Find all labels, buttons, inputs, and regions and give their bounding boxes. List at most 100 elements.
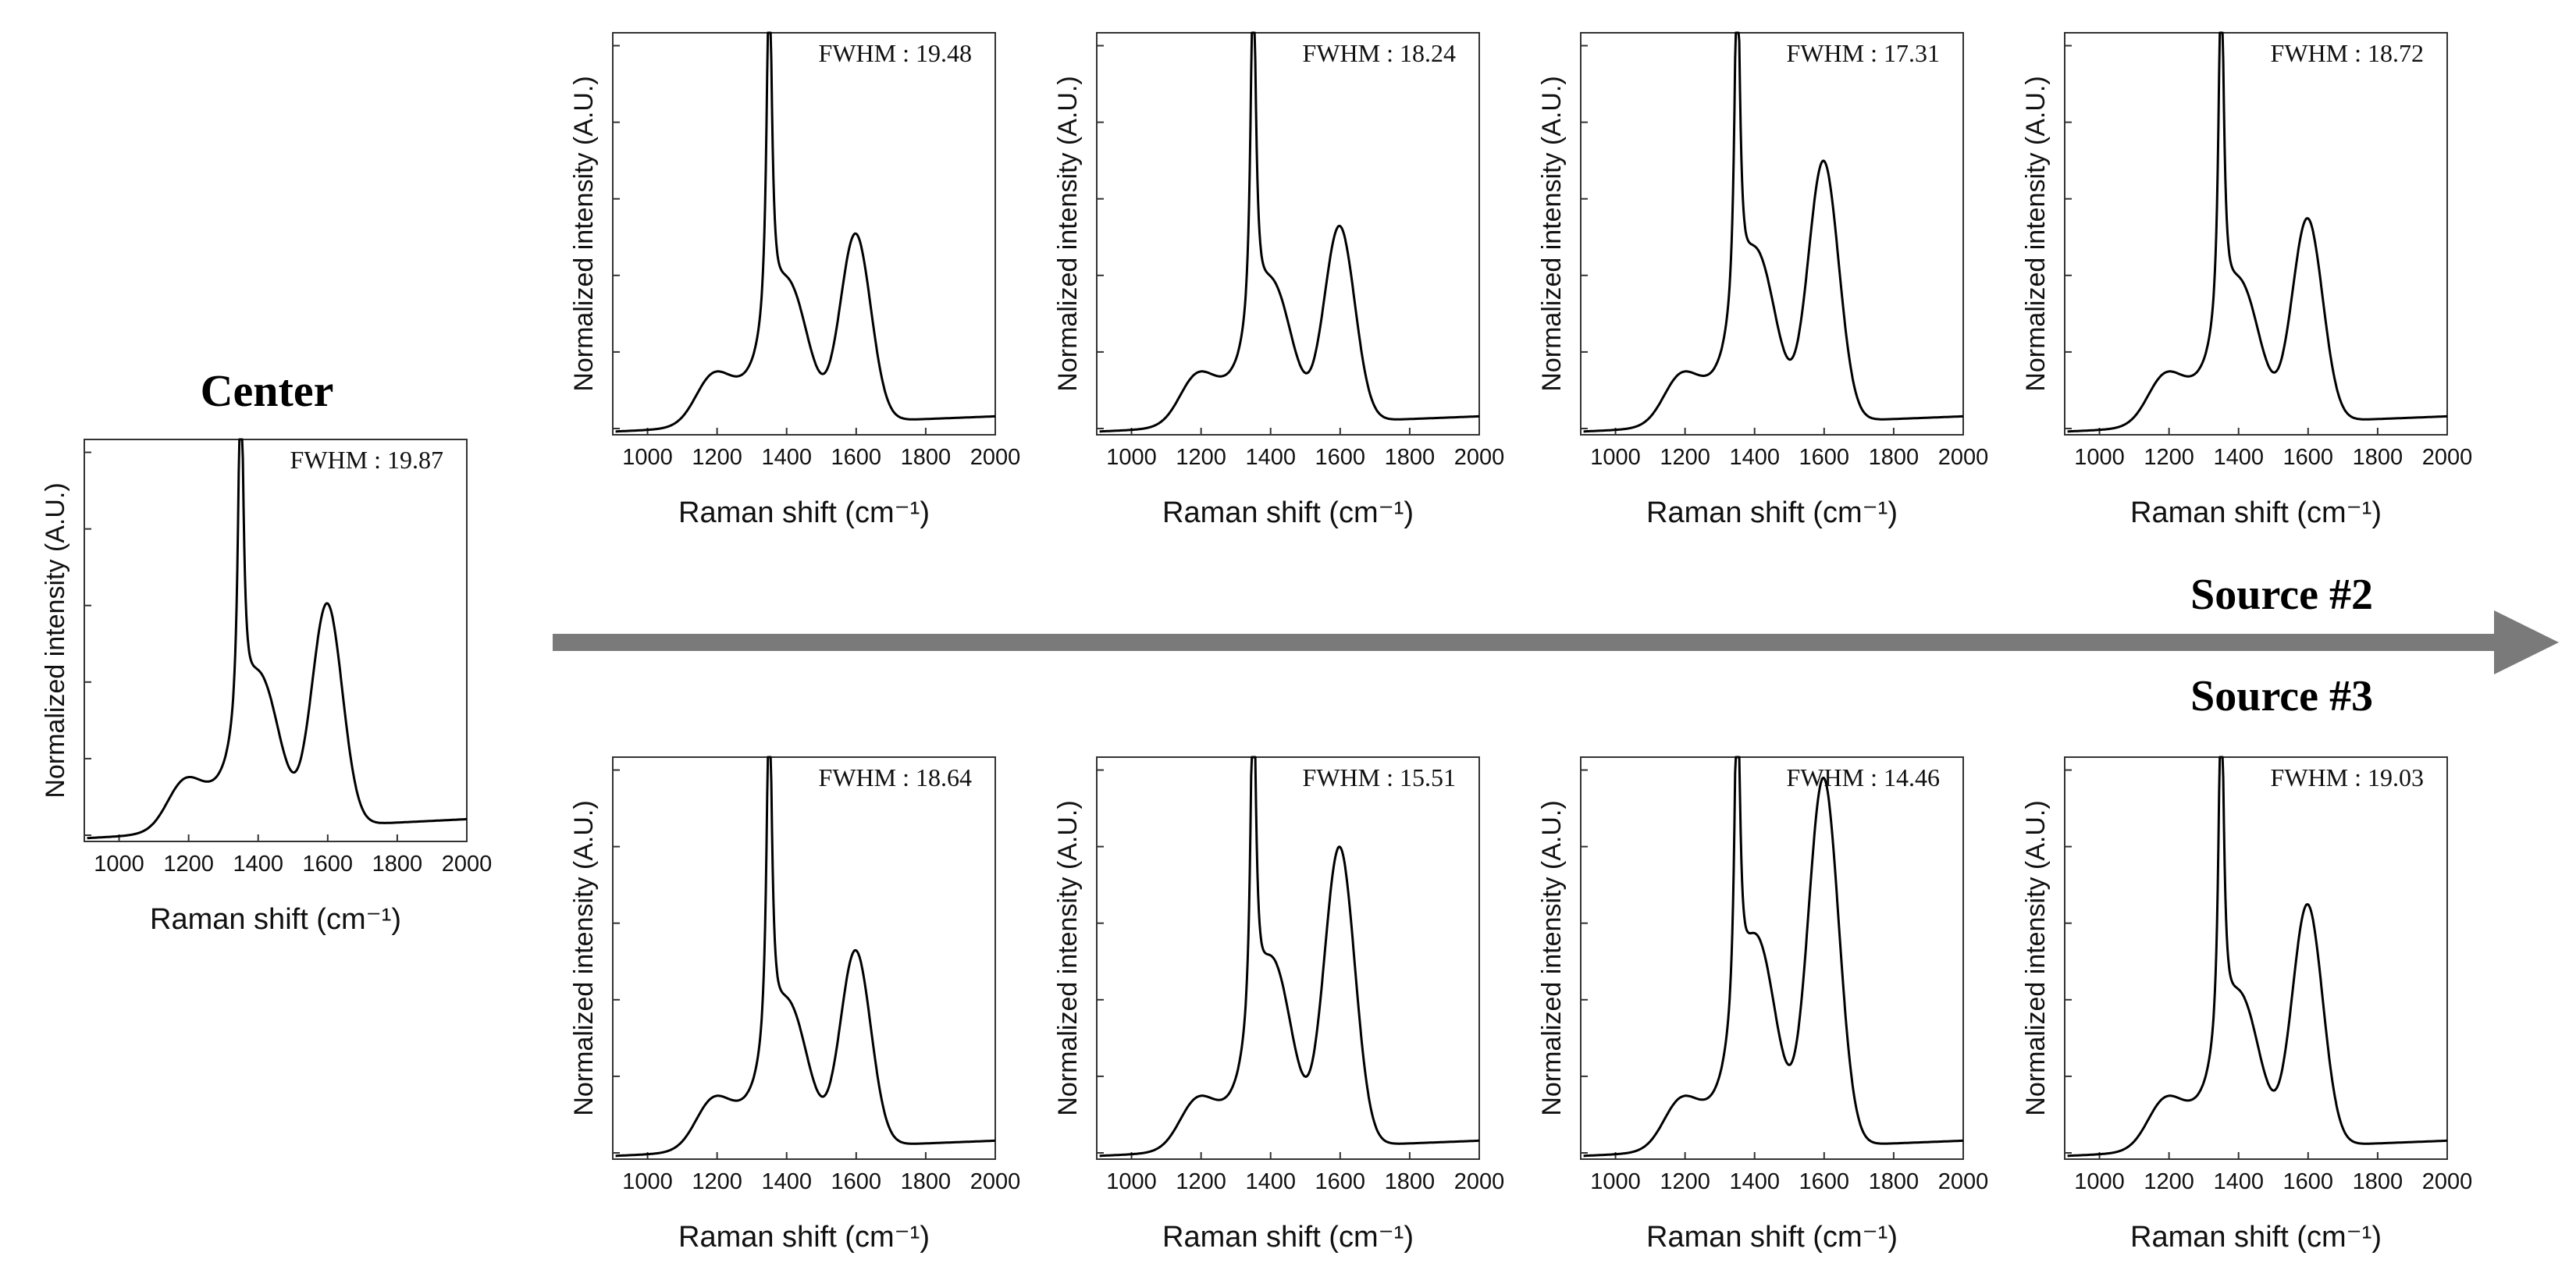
x-tick-label: 1400	[1245, 1169, 1296, 1194]
x-tick-label: 1200	[2144, 445, 2194, 470]
y-axis-label: Normalized intensity (A.U.)	[1537, 800, 1567, 1115]
x-tick-label: 1600	[2283, 445, 2334, 470]
x-tick-label: 1400	[1245, 445, 1296, 470]
x-tick-label: 1800	[2353, 1169, 2403, 1194]
x-tick-label: 1600	[1315, 1169, 1366, 1194]
x-tick-label: 1000	[1590, 1169, 1641, 1194]
x-tick-label: 1400	[761, 1169, 812, 1194]
x-tick-label: 1400	[233, 852, 283, 877]
x-tick-label: 2000	[2422, 445, 2473, 470]
spectrum-line	[615, 31, 996, 433]
chart-panel-source2-4: 1000 1200 1400 1600 1800 2000 FWHM : 18.72 Rama…	[2021, 31, 2473, 529]
fwhm-label: FWHM : 17.31	[1787, 39, 1940, 67]
chart-panel-source2-3: 1000 1200 1400 1600 1800 2000 FWHM : 17.31 Rama…	[1537, 31, 1989, 529]
x-tick-label: 1600	[831, 1169, 882, 1194]
fwhm-label: FWHM : 19.87	[290, 446, 443, 474]
x-tick-label: 1000	[1590, 445, 1641, 470]
plot-frame	[2064, 32, 2448, 436]
x-axis-label: Raman shift (cm⁻¹)	[678, 496, 930, 529]
arrow-shaft	[553, 634, 2496, 651]
source3-label: Source #3	[2190, 672, 2373, 720]
x-tick-label: 2000	[2422, 1169, 2473, 1194]
plot-frame	[1580, 32, 1964, 436]
x-tick-label: 1600	[2283, 1169, 2334, 1194]
x-tick-label: 1400	[2213, 1169, 2264, 1194]
plot-frame	[1096, 32, 1480, 436]
fwhm-label: FWHM : 14.46	[1787, 763, 1940, 791]
x-tick-label: 1800	[1385, 1169, 1436, 1194]
x-tick-label: 1000	[2074, 445, 2125, 470]
x-tick-label: 1000	[2074, 1169, 2125, 1194]
chart-panel-source3-4: 1000 1200 1400 1600 1800 2000 FWHM : 19.03 Rama…	[2021, 756, 2473, 1254]
spectrum-line	[615, 756, 996, 1158]
x-tick-label: 1800	[2353, 445, 2403, 470]
x-tick-label: 1200	[692, 445, 742, 470]
spectrum-line	[2067, 31, 2448, 433]
x-tick-label: 2000	[970, 1169, 1021, 1194]
chart-panel-source2-2: 1000 1200 1400 1600 1800 2000 FWHM : 18.24 Rama…	[1053, 31, 1505, 529]
x-axis-label: Raman shift (cm⁻¹)	[1162, 496, 1414, 529]
chart-panel-source3-3: 1000 1200 1400 1600 1800 2000 FWHM : 14.46 Rama…	[1537, 756, 1989, 1254]
x-tick-label: 1200	[1176, 445, 1226, 470]
x-tick-label: 1800	[1385, 445, 1436, 470]
x-axis-label: Raman shift (cm⁻¹)	[1646, 1221, 1898, 1254]
x-axis-label: Raman shift (cm⁻¹)	[1646, 496, 1898, 529]
y-axis-label: Normalized intensity (A.U.)	[569, 76, 599, 391]
plot-frame	[2064, 756, 2448, 1160]
fwhm-label: FWHM : 18.72	[2271, 39, 2424, 67]
x-tick-label: 1800	[1869, 445, 1920, 470]
x-tick-label: 1800	[901, 1169, 952, 1194]
x-tick-label: 1800	[1869, 1169, 1920, 1194]
source2-label: Source #2	[2190, 571, 2373, 619]
y-axis-label: Normalized intensity (A.U.)	[41, 482, 70, 798]
y-axis-label: Normalized intensity (A.U.)	[1053, 76, 1083, 391]
x-tick-label: 2000	[1454, 445, 1505, 470]
x-tick-label: 1600	[831, 445, 882, 470]
chart-panel-source2-1: 1000 1200 1400 1600 1800 2000 FWHM : 19.48 Rama…	[569, 31, 1020, 529]
x-tick-label: 1600	[303, 852, 354, 877]
spectrum-line	[2067, 756, 2448, 1158]
x-tick-label: 1000	[622, 445, 673, 470]
x-axis-label: Raman shift (cm⁻¹)	[2130, 496, 2382, 529]
plot-frame	[84, 439, 468, 842]
x-tick-label: 1400	[1729, 445, 1780, 470]
chart-panel-source3-1: 1000 1200 1400 1600 1800 2000 FWHM : 18.64 Rama…	[569, 756, 1021, 1254]
x-tick-label: 1400	[761, 445, 812, 470]
x-tick-label: 1400	[2213, 445, 2264, 470]
x-axis-label: Raman shift (cm⁻¹)	[150, 903, 401, 936]
spectrum-line	[87, 438, 468, 840]
x-tick-label: 1600	[1799, 445, 1850, 470]
spectrum-line	[1099, 756, 1480, 1158]
plot-frame	[612, 32, 996, 436]
x-axis-label: Raman shift (cm⁻¹)	[2130, 1221, 2382, 1254]
x-tick-label: 1000	[622, 1169, 673, 1194]
x-tick-label: 1200	[1176, 1169, 1226, 1194]
x-axis-label: Raman shift (cm⁻¹)	[1162, 1221, 1414, 1254]
x-tick-label: 2000	[1938, 1169, 1989, 1194]
spectrum-line	[1583, 756, 1964, 1158]
x-tick-label: 1600	[1799, 1169, 1850, 1194]
fwhm-label: FWHM : 19.48	[819, 39, 972, 67]
spectrum-line	[1583, 31, 1964, 433]
x-tick-label: 2000	[442, 852, 493, 877]
x-tick-label: 1600	[1315, 445, 1366, 470]
x-tick-label: 1200	[163, 852, 214, 877]
x-tick-label: 1200	[1660, 1169, 1710, 1194]
chart-panel-source3-2: 1000 1200 1400 1600 1800 2000 FWHM : 15.51 Rama…	[1053, 756, 1505, 1254]
spectrum-line	[1099, 31, 1480, 433]
plot-frame	[1096, 756, 1480, 1160]
y-axis-label: Normalized intensity (A.U.)	[1053, 800, 1083, 1115]
x-tick-label: 1800	[901, 445, 952, 470]
y-axis-label: Normalized intensity (A.U.)	[1537, 76, 1567, 391]
fwhm-label: FWHM : 15.51	[1303, 763, 1456, 791]
y-axis-label: Normalized intensity (A.U.)	[2021, 800, 2051, 1115]
x-tick-label: 2000	[1938, 445, 1989, 470]
plot-frame	[612, 756, 996, 1160]
y-axis-label: Normalized intensity (A.U.)	[569, 800, 599, 1115]
plot-frame	[1580, 756, 1964, 1160]
x-tick-label: 2000	[1454, 1169, 1505, 1194]
x-axis-label: Raman shift (cm⁻¹)	[678, 1221, 930, 1254]
y-axis-label: Normalized intensity (A.U.)	[2021, 76, 2051, 391]
fwhm-label: FWHM : 18.24	[1303, 39, 1456, 67]
